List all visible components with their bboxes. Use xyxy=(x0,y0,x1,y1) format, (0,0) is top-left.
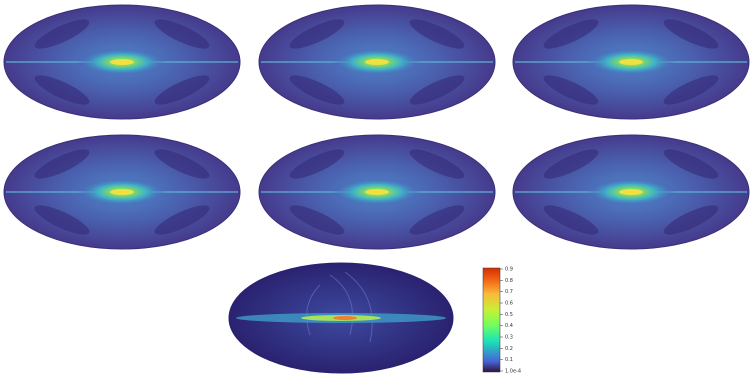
sky-map xyxy=(259,135,495,249)
colorbar-tick-label: 0.7 xyxy=(505,289,513,295)
sky-map xyxy=(4,5,240,119)
colorbar-tick-label: 0.8 xyxy=(505,278,513,284)
sky-maps xyxy=(4,5,749,373)
colorbar-tick-label: 1.0e-4 xyxy=(505,369,521,375)
colorbar-tick-label: 0.3 xyxy=(505,335,513,341)
colorbar-tick-label: 0.4 xyxy=(505,323,513,329)
sky-map xyxy=(513,5,749,119)
colorbar-tick-label: 0.6 xyxy=(505,301,513,307)
sky-map xyxy=(513,135,749,249)
observed-map xyxy=(229,263,453,373)
colorbar xyxy=(483,268,500,372)
sky-map xyxy=(4,135,240,249)
colorbar-tick-label: 0.5 xyxy=(505,312,513,318)
colorbar-tick-label: 0.2 xyxy=(505,346,513,352)
figure: 1.0e-4 0.1 0.2 0.3 0.4 0.5 0.6 0.7 0.8 0.9 xyxy=(0,0,752,377)
sky-map xyxy=(259,5,495,119)
colorbar-tick-label: 0.1 xyxy=(505,357,513,363)
colorbar-tick-label: 0.9 xyxy=(505,267,513,273)
